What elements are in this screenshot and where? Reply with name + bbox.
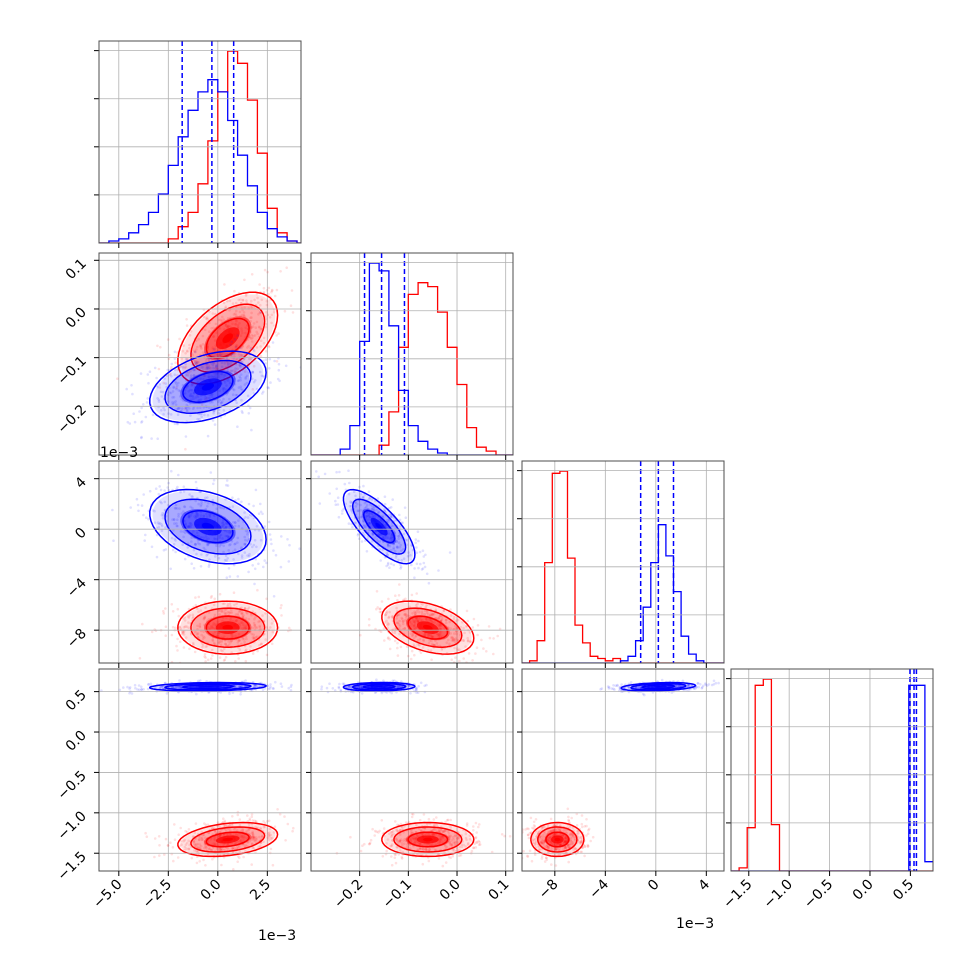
contour-line-series-0 [393,826,463,853]
density-peak-series-1 [201,383,214,391]
density-peak-series-1 [375,522,383,531]
scatter-panel-p0-p2: −8−404 [64,460,302,668]
contour-line-series-0 [205,615,250,640]
density-peak-series-0 [222,624,233,631]
contour-line-series-0 [190,607,266,648]
density-peak-series-0 [222,333,233,343]
density-peak-series-1 [375,686,383,688]
density-peak-series-1 [201,686,214,688]
histogram-series-0 [311,282,513,455]
panel-frame [521,460,725,664]
histogram-series-1 [311,262,513,455]
histogram-series-0 [522,470,724,663]
contour-line-series-0 [393,607,463,648]
contour-line-series-0 [530,821,585,858]
contour-line-series-1 [630,682,687,691]
panel-frame [310,460,514,664]
contour-line-series-0 [545,831,570,848]
contour-line-series-1 [182,684,235,690]
contour-line-series-1 [641,684,676,690]
panel-frame [310,668,514,872]
histogram-panel-p2 [517,460,725,668]
contour-line-series-1 [182,370,234,403]
contour-line-series-1 [342,681,416,692]
panel-frame [98,460,302,664]
histogram-panel-p1 [306,252,514,460]
density-peak-series-0 [554,837,561,842]
contour-line-series-1 [352,682,407,691]
contour-line-series-0 [177,821,279,858]
contour-line-series-1 [149,488,267,565]
contour-line-series-0 [537,826,578,853]
x-offset-label-col-0: 1e−3 [258,928,296,944]
contour-line-series-1 [164,498,252,555]
contour-line-series-1 [164,682,252,691]
histogram-series-1 [522,524,724,663]
density-peak-series-1 [201,522,214,531]
contour-line-series-1 [620,681,697,692]
panel-frame [310,252,514,456]
histogram-series-0 [731,678,933,871]
histogram-panel-p0 [94,40,302,248]
scatter-panel-p1-p2 [306,460,514,668]
y-offset-label-row-2: 1e−3 [100,445,138,461]
panel-frame [98,668,302,872]
contour-line-series-0 [177,600,279,655]
histogram-series-1 [731,684,933,871]
contour-line-series-1 [363,684,396,690]
contour-line-series-1 [363,510,396,544]
panel-frame [98,252,302,456]
contour-line-series-0 [190,303,266,373]
contour-line-series-1 [182,509,234,544]
panel-frame [98,40,302,244]
panel-frame [521,668,725,872]
histogram-series-1 [99,79,301,243]
contour-line-series-1 [352,498,407,555]
contour-line-series-0 [407,615,449,640]
density-peak-series-0 [423,624,433,631]
contour-line-series-0 [205,317,250,359]
density-peak-series-1 [654,686,663,688]
contour-line-series-0 [205,831,250,848]
density-peak-series-0 [222,837,233,842]
contour-line-series-0 [381,821,475,858]
contour-line-series-0 [407,831,449,848]
contour-line-series-1 [149,350,267,424]
contour-line-series-1 [342,488,416,565]
histogram-series-0 [99,50,301,243]
contour-line-series-0 [177,291,279,385]
density-peak-series-0 [423,837,433,842]
x-offset-label-col-2: 1e−3 [676,916,714,932]
scatter-panel-p2-p3: −8 −4 0 4 [517,668,725,902]
contour-line-series-0 [381,600,475,655]
contour-line-series-1 [164,359,252,415]
contour-line-series-0 [190,826,266,853]
panel-frame [730,668,934,872]
contour-line-series-1 [149,681,268,692]
